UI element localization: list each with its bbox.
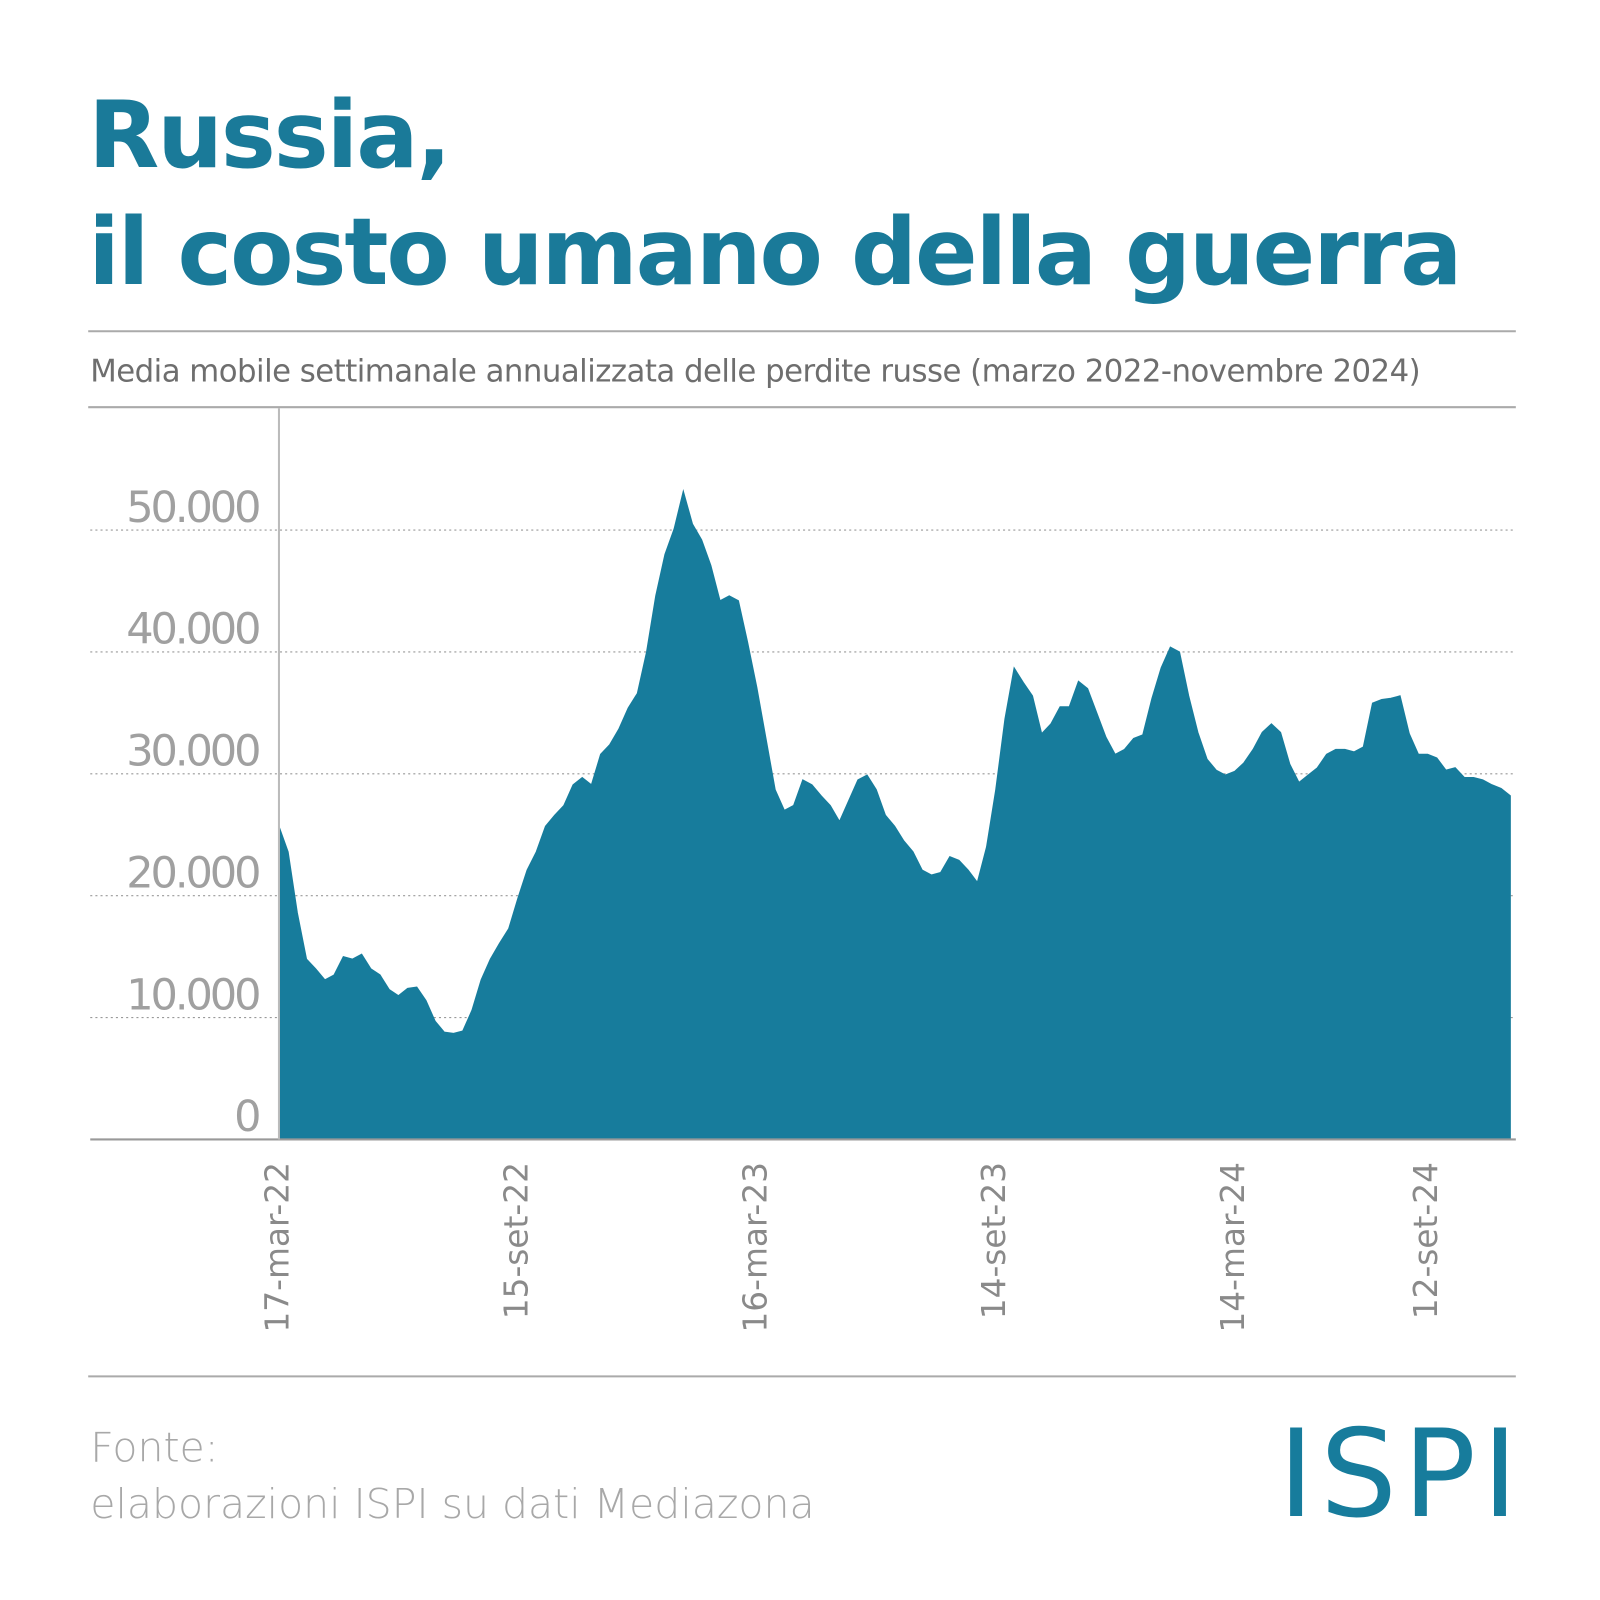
y-tick-label: 0 <box>234 1092 259 1142</box>
x-tick-label: 17-mar-22 <box>258 1162 296 1333</box>
source-label: Fonte: <box>90 1423 218 1471</box>
chart-body: Russia, il costo umano della guerra Medi… <box>88 81 1524 1545</box>
y-tick-label: 30.000 <box>126 727 259 777</box>
y-tick-label: 50.000 <box>126 483 259 533</box>
x-tick-label: 16-mar-23 <box>736 1162 774 1333</box>
y-tick-label: 40.000 <box>126 605 259 655</box>
x-tick-label: 14-mar-24 <box>1214 1162 1252 1333</box>
source-text: elaborazioni ISPI su dati Mediazona <box>90 1480 814 1528</box>
chart-subtitle: Media mobile settimanale annualizzata de… <box>90 354 1420 390</box>
logo: ISPI <box>1278 1404 1524 1545</box>
area <box>278 489 1511 1140</box>
chart-title: Russia, <box>88 81 449 189</box>
y-tick-label: 10.000 <box>126 970 259 1020</box>
x-tick-label: 12-set-24 <box>1407 1162 1445 1319</box>
x-tick-label: 14-set-23 <box>975 1162 1013 1319</box>
chart-title: il costo umano della guerra <box>88 198 1460 306</box>
x-tick-label: 15-set-22 <box>497 1162 535 1319</box>
y-tick-label: 20.000 <box>126 848 259 898</box>
